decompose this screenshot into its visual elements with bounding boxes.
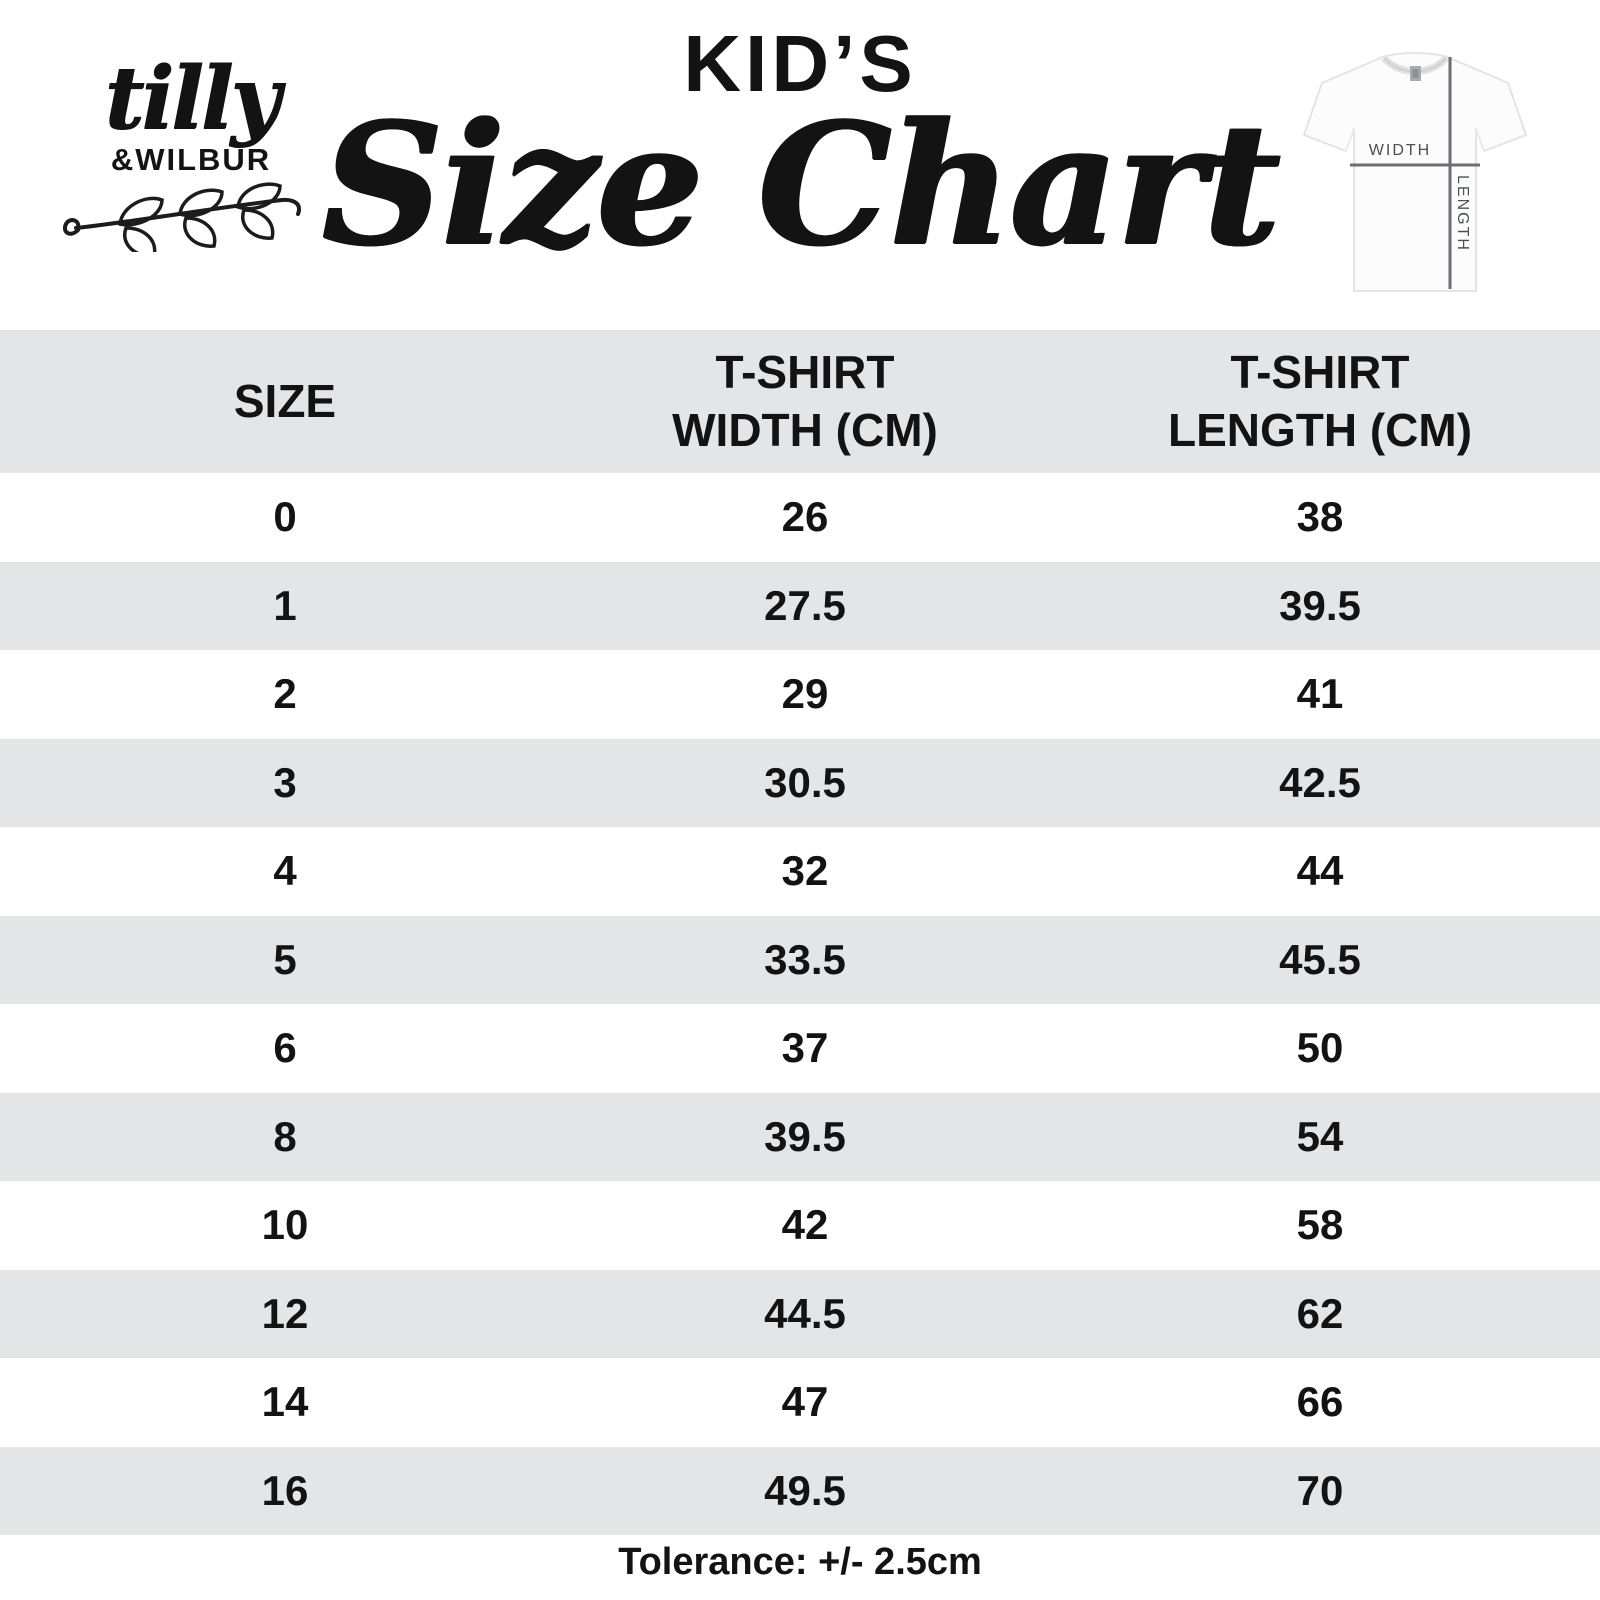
page-title-kicker: KID’S [683, 19, 917, 108]
tshirt-shape [1303, 52, 1527, 292]
cell: 1 [273, 581, 297, 629]
table-row: 16 49.5 70 [0, 1446, 1600, 1535]
cell: 39.5 [1279, 581, 1361, 629]
brand-name-script: tilly [104, 48, 281, 149]
cell: 39.5 [764, 1112, 846, 1160]
cell: 58 [1296, 1201, 1344, 1249]
width-label: WIDTH [1369, 142, 1431, 159]
cell: 6 [273, 1024, 297, 1072]
cell: 8 [273, 1112, 297, 1160]
cell: 42.5 [1279, 758, 1361, 806]
cell: 3 [273, 758, 297, 806]
cell: 32 [781, 847, 829, 895]
cell: 10 [261, 1201, 309, 1249]
cell: 5 [273, 935, 297, 983]
cell: 2 [273, 670, 297, 718]
table-row: 3 30.5 42.5 [0, 738, 1600, 827]
cell: 41 [1296, 670, 1344, 718]
cell: 66 [1296, 1378, 1344, 1426]
table-row: 4 32 44 [0, 827, 1600, 916]
table-row: 0 26 38 [0, 473, 1600, 562]
table-row: 14 47 66 [0, 1358, 1600, 1447]
cell: 4 [273, 847, 297, 895]
table-row: 10 42 58 [0, 1181, 1600, 1270]
cell: 62 [1296, 1289, 1344, 1337]
cell: 29 [781, 670, 829, 718]
table-row: 5 33.5 45.5 [0, 915, 1600, 1004]
cell: 45.5 [1279, 935, 1361, 983]
cell: 42 [781, 1201, 829, 1249]
cell: 12 [261, 1289, 309, 1337]
table-row: 2 29 41 [0, 650, 1600, 739]
header-banner: tilly &WILBUR [0, 0, 1600, 330]
column-header: T-SHIRT LENGTH (CM) [1167, 345, 1473, 456]
brand-name-caps: &WILBUR [110, 141, 272, 177]
cell: 54 [1296, 1112, 1344, 1160]
cell: 16 [261, 1466, 309, 1514]
tolerance-note: Tolerance: +/- 2.5cm [618, 1541, 982, 1583]
table-row: 8 39.5 54 [0, 1092, 1600, 1181]
cell: 30.5 [764, 758, 846, 806]
cell: 26 [781, 493, 829, 541]
cell: 37 [781, 1024, 829, 1072]
laurel-branch-icon [58, 180, 316, 258]
cell: 70 [1296, 1466, 1344, 1514]
size-table-body: 0 26 38 1 27.5 39.5 2 29 41 3 30.5 42.5 4 32 44 5 33.5 45… [0, 473, 1600, 1535]
table-row: 6 37 50 [0, 1004, 1600, 1093]
cell: 49.5 [764, 1466, 846, 1514]
size-table: SIZE T-SHIRT WIDTH (CM) T-SHIRT LENGTH (CM) … [0, 330, 1600, 1535]
cell: 33.5 [764, 935, 846, 983]
brand-logo: tilly &WILBUR [63, 48, 316, 258]
cell: 0 [273, 493, 297, 541]
column-header: SIZE [233, 374, 337, 427]
length-label: LENGTH [1454, 175, 1471, 252]
cell: 14 [261, 1378, 309, 1426]
table-row: 1 27.5 39.5 [0, 561, 1600, 650]
page-title: Size Chart [321, 85, 1281, 283]
column-header: T-SHIRT WIDTH (CM) [672, 345, 938, 456]
cell: 38 [1296, 493, 1344, 541]
table-row: 12 44.5 62 [0, 1269, 1600, 1358]
cell: 27.5 [764, 581, 846, 629]
tshirt-measurement-diagram: WIDTH LENGTH [1300, 48, 1530, 300]
cell: 44.5 [764, 1289, 846, 1337]
size-table-header: SIZE T-SHIRT WIDTH (CM) T-SHIRT LENGTH (CM) [0, 330, 1600, 473]
cell: 44 [1296, 847, 1344, 895]
cell: 50 [1296, 1024, 1344, 1072]
cell: 47 [781, 1378, 829, 1426]
